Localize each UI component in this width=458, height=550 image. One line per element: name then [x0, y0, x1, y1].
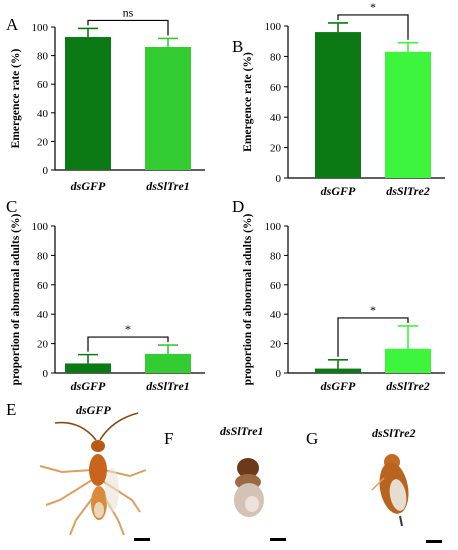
charts-area: A 0 20 40 60 80 100 Emergence rate (%) dsGFP dsSl… — [6, 0, 445, 393]
y-axis-label: proportion of abnormal adults (%) — [10, 214, 22, 386]
panel-letter-b: B — [232, 37, 243, 56]
y-tick-label: 20 — [270, 143, 282, 155]
significance-label: ns — [123, 5, 134, 19]
photo-label-e: dsGFP — [76, 403, 111, 417]
y-tick-label: 40 — [270, 309, 282, 321]
wasp-abnormal-image-1 — [234, 458, 264, 517]
bar-dsgfp — [315, 368, 361, 373]
y-tick-label: 0 — [43, 165, 49, 177]
category-label: dsSlTre2 — [386, 184, 430, 198]
significance-label: * — [125, 322, 131, 336]
photo-panel-g: G dsSlTre2 — [306, 426, 442, 543]
y-tick-label: 80 — [270, 51, 282, 63]
bar-dsgfp — [65, 363, 111, 373]
y-tick-label: 100 — [32, 22, 49, 34]
y-tick-label: 60 — [270, 280, 282, 292]
bar-dsgfp — [65, 37, 111, 171]
y-tick-label: 20 — [37, 339, 49, 351]
panel-letter-g: G — [306, 429, 318, 448]
photo-panel-f: F dsSlTre1 — [164, 424, 286, 541]
category-label: dsGFP — [71, 179, 106, 193]
y-tick-label: 100 — [265, 21, 282, 33]
panel-letter-e: E — [6, 400, 16, 419]
y-tick-label: 60 — [270, 82, 282, 94]
significance-bracket — [87, 19, 169, 36]
category-label: dsSlTre1 — [146, 179, 190, 193]
y-axis-label: Emergence rate (%) — [10, 49, 22, 149]
significance-bracket — [337, 317, 409, 357]
y-tick-label: 40 — [270, 112, 282, 124]
significance-label: * — [370, 0, 376, 14]
y-tick-label: 20 — [37, 136, 49, 148]
y-tick-label: 80 — [270, 250, 282, 262]
panel-letter-c: C — [6, 197, 17, 216]
photo-label-g: dsSlTre2 — [372, 426, 416, 440]
category-label: dsGFP — [321, 379, 356, 393]
photo-panel-e: E dsGFP — [6, 400, 150, 541]
panel-letter-d: D — [232, 197, 244, 216]
y-axis-label: proportion of abnormal adults (%) — [242, 214, 254, 386]
category-label: dsSlTre2 — [386, 379, 430, 393]
chart-panel-b: B 0 20 40 60 80 100 Emergence rate (%) dsGFP dsSl… — [232, 0, 445, 198]
bar-dssltre2 — [385, 51, 431, 179]
significance-bracket — [337, 14, 409, 40]
chart-panel-d: D 0 20 40 60 80 100 proportion of abnormal adul… — [232, 197, 445, 393]
scale-bar-f — [270, 538, 286, 541]
y-tick-label: 80 — [37, 250, 49, 262]
category-label: dsGFP — [321, 184, 356, 198]
y-tick-label: 60 — [37, 280, 49, 292]
chart-panel-c: C 0 20 40 60 80 100 proportion of abnormal adul… — [6, 197, 205, 393]
significance-label: * — [370, 303, 376, 317]
scale-bar-e — [134, 538, 150, 541]
category-label: dsGFP — [71, 379, 106, 393]
y-tick-label: 0 — [43, 368, 49, 380]
y-tick-label: 40 — [37, 108, 49, 120]
chart-panel-a: A 0 20 40 60 80 100 Emergence rate (%) dsGFP dsSl… — [6, 5, 205, 193]
scale-bar-g — [426, 540, 442, 543]
y-tick-label: 0 — [276, 368, 282, 380]
y-tick-label: 80 — [37, 51, 49, 63]
panel-letter-a: A — [6, 15, 19, 34]
significance-bracket — [87, 336, 169, 352]
y-tick-label: 100 — [32, 221, 49, 233]
y-tick-label: 60 — [37, 79, 49, 91]
bar-dssltre1 — [145, 47, 191, 170]
bar-dssltre2 — [385, 348, 431, 373]
category-label: dsSlTre1 — [146, 379, 190, 393]
panel-letter-f: F — [164, 429, 173, 448]
y-tick-label: 100 — [265, 221, 282, 233]
bar-dssltre1 — [145, 353, 191, 373]
y-tick-label: 40 — [37, 309, 49, 321]
bar-dsgfp — [315, 32, 361, 178]
wasp-normal-image — [39, 412, 147, 536]
photo-label-f: dsSlTre1 — [220, 424, 264, 438]
y-tick-label: 20 — [270, 339, 282, 351]
y-tick-label: 0 — [276, 173, 282, 185]
wasp-abnormal-image-2 — [371, 454, 409, 527]
y-axis-label: Emergence rate (%) — [242, 52, 254, 152]
